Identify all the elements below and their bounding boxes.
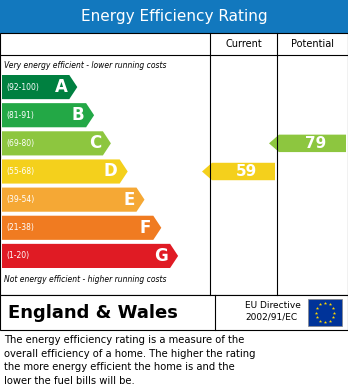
Text: (1-20): (1-20) [6,251,29,260]
Text: (69-80): (69-80) [6,139,34,148]
Bar [0,295,348,330]
Text: Very energy efficient - lower running costs: Very energy efficient - lower running co… [4,61,166,70]
Text: E: E [123,191,134,209]
Text: Current: Current [225,39,262,49]
Polygon shape [2,244,178,268]
Text: The energy efficiency rating is a measure of the
overall efficiency of a home. T: The energy efficiency rating is a measur… [4,335,255,386]
Text: (55-68): (55-68) [6,167,34,176]
Text: 79: 79 [305,136,326,151]
Bar [0,33,348,295]
Text: Potential: Potential [291,39,334,49]
Polygon shape [2,160,128,183]
Text: Not energy efficient - higher running costs: Not energy efficient - higher running co… [4,276,166,285]
Text: F: F [140,219,151,237]
Text: A: A [54,78,67,96]
Polygon shape [2,103,94,127]
Polygon shape [2,188,144,212]
Text: (39-54): (39-54) [6,195,34,204]
Text: G: G [155,247,168,265]
Polygon shape [269,135,346,152]
Text: D: D [104,163,118,181]
Text: C: C [89,135,101,152]
Polygon shape [2,75,77,99]
Text: EU Directive: EU Directive [245,301,301,310]
Polygon shape [2,131,111,156]
Text: England & Wales: England & Wales [8,303,178,321]
Text: (21-38): (21-38) [6,223,34,232]
Bar [308,299,342,326]
Text: (81-91): (81-91) [6,111,34,120]
Text: B: B [71,106,84,124]
Bar [0,0,348,33]
Polygon shape [2,216,161,240]
Polygon shape [202,163,275,180]
Text: 59: 59 [236,164,257,179]
Text: Energy Efficiency Rating: Energy Efficiency Rating [81,9,267,24]
Text: (92-100): (92-100) [6,83,39,91]
Text: 2002/91/EC: 2002/91/EC [245,312,297,321]
